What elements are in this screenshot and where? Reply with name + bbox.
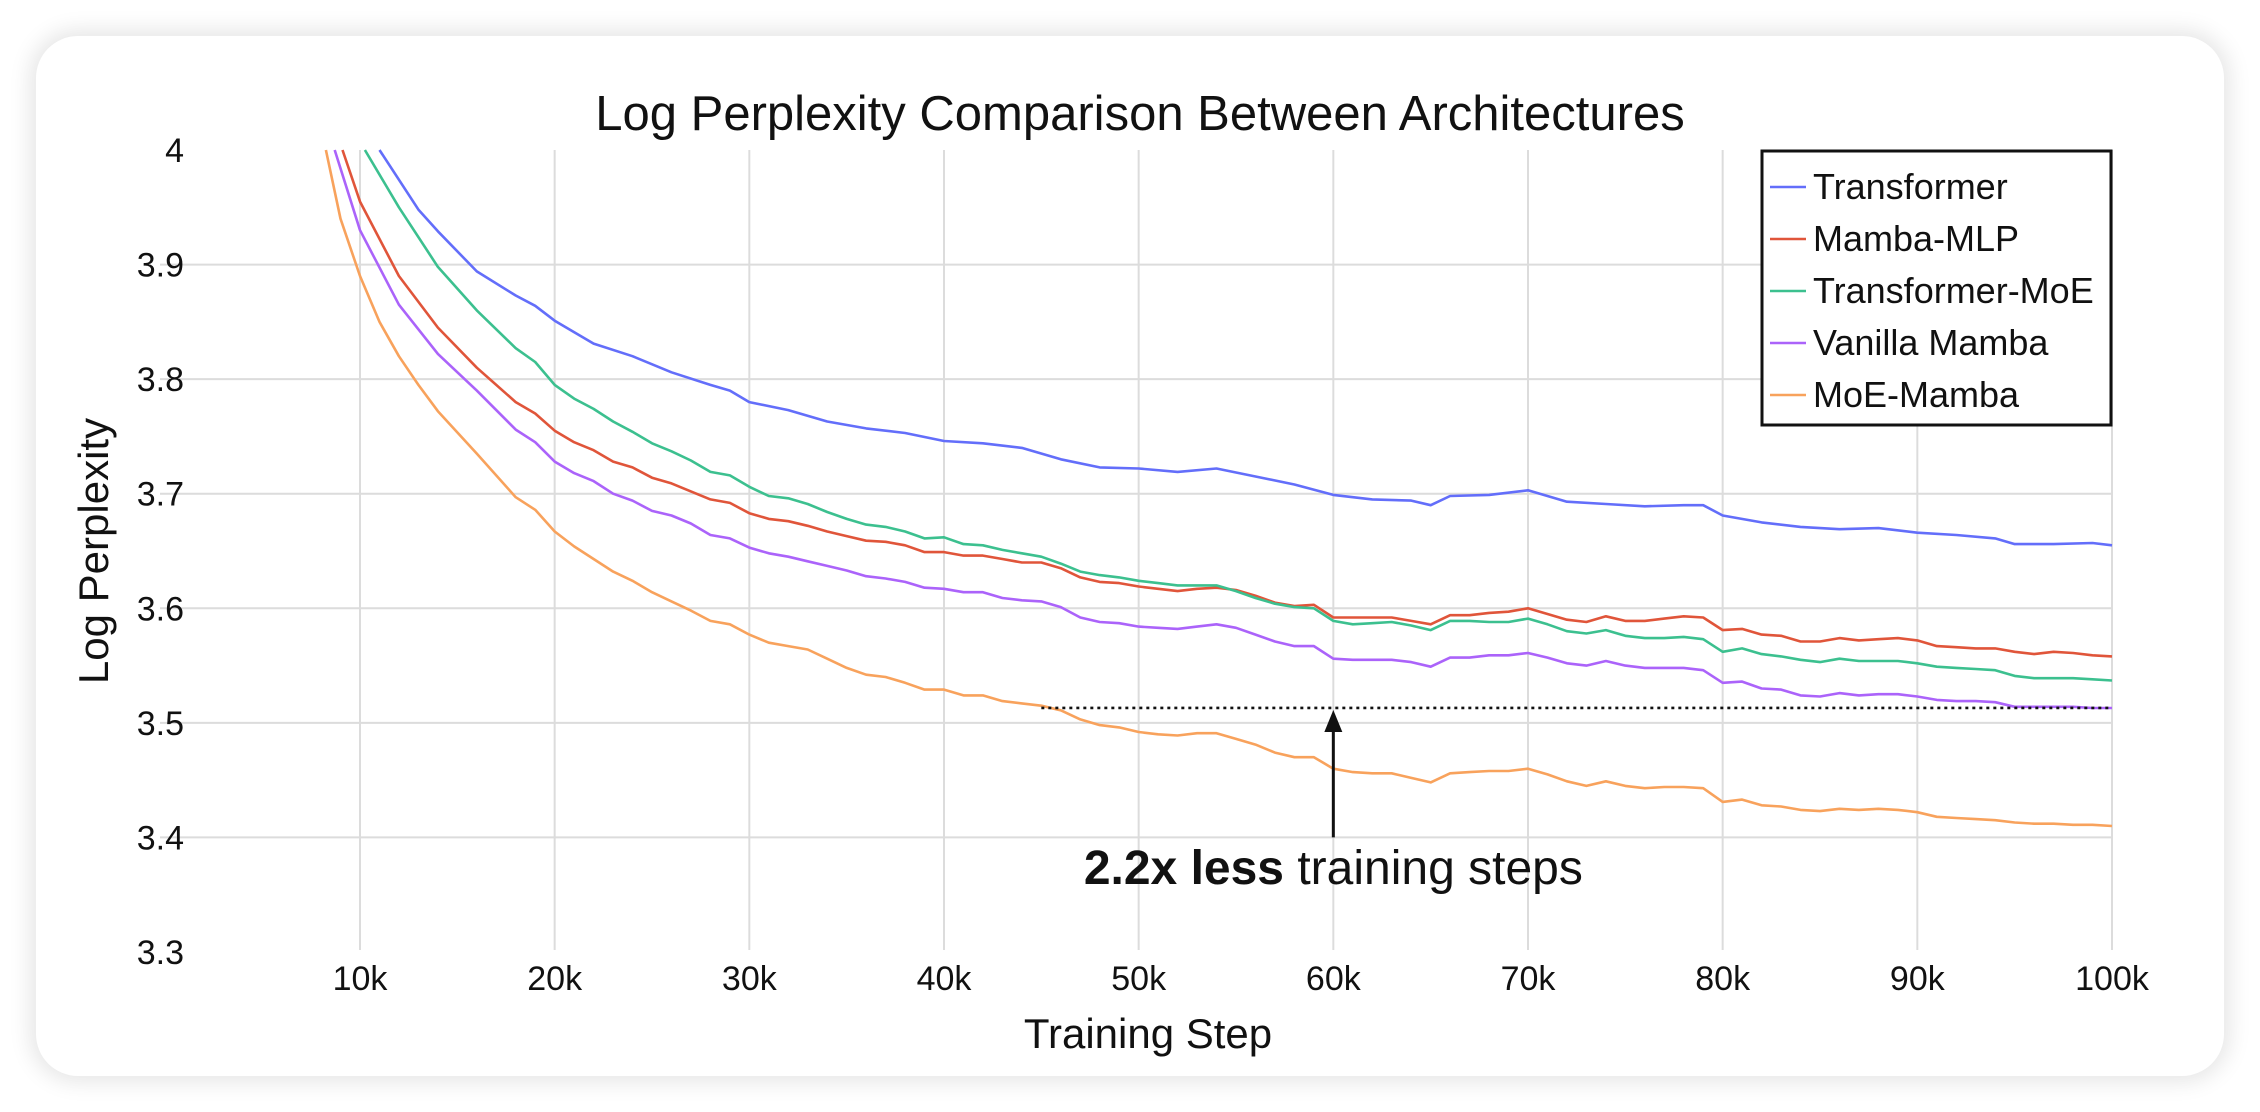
annotation: 2.2x less training steps — [1041, 706, 2112, 895]
y-tick-label: 3.5 — [137, 705, 184, 743]
y-tick-label: 3.8 — [137, 361, 184, 399]
x-tick-label: 60k — [1306, 960, 1362, 998]
x-tick-label: 70k — [1501, 960, 1557, 998]
y-tick-label: 4 — [165, 132, 184, 170]
x-axis-ticks: 10k 20k 30k 40k 50k 60k 70k 80k 90k 100k — [333, 960, 2150, 998]
gridlines — [160, 150, 2113, 950]
x-tick-label: 20k — [527, 960, 583, 998]
y-axis-label: Log Perplexity — [70, 418, 117, 684]
legend-box — [1760, 149, 2113, 427]
y-axis-ticks: 3.3 3.4 3.5 3.6 3.7 3.8 3.9 4 — [137, 132, 184, 972]
legend-entry: MoE-Mamba — [1813, 374, 2020, 415]
legend: Transformer Mamba-MLP Transformer-MoE Vanil… — [1760, 149, 2113, 427]
x-tick-label: 10k — [333, 960, 389, 998]
annotation-plain-text: training steps — [1284, 842, 1583, 895]
chart-title: Log Perplexity Comparison Between Archit… — [595, 87, 1684, 141]
x-tick-label: 100k — [2075, 960, 2150, 998]
legend-entry: Mamba-MLP — [1813, 218, 2019, 259]
annotation-text: 2.2x less training steps — [1084, 842, 1583, 895]
legend-entry: Transformer-MoE — [1813, 270, 2094, 311]
series-line-transformer-moe — [363, 149, 2113, 682]
y-tick-label: 3.4 — [137, 819, 184, 857]
legend-entry: Transformer — [1813, 166, 2008, 207]
arrow-head-icon — [1324, 709, 1343, 732]
series-lines — [324, 149, 2113, 828]
series-line-moe-mamba — [324, 149, 2113, 828]
series-line-transformer — [378, 149, 2113, 547]
x-tick-label: 50k — [1111, 960, 1167, 998]
annotation-bold-text: 2.2x less — [1084, 842, 1284, 895]
y-tick-label: 3.3 — [137, 934, 184, 972]
x-tick-label: 40k — [917, 960, 973, 998]
x-axis-label: Training Step — [1024, 1010, 1272, 1057]
legend-entry: Vanilla Mamba — [1813, 322, 2049, 363]
y-tick-label: 3.7 — [137, 476, 184, 514]
x-tick-label: 80k — [1695, 960, 1751, 998]
y-tick-label: 3.6 — [137, 590, 184, 628]
series-line-vanilla-mamba — [333, 149, 2112, 710]
x-tick-label: 30k — [722, 960, 778, 998]
series-line-mamba-mlp — [341, 149, 2113, 658]
y-tick-label: 3.9 — [137, 247, 184, 285]
x-tick-label: 90k — [1890, 960, 1946, 998]
